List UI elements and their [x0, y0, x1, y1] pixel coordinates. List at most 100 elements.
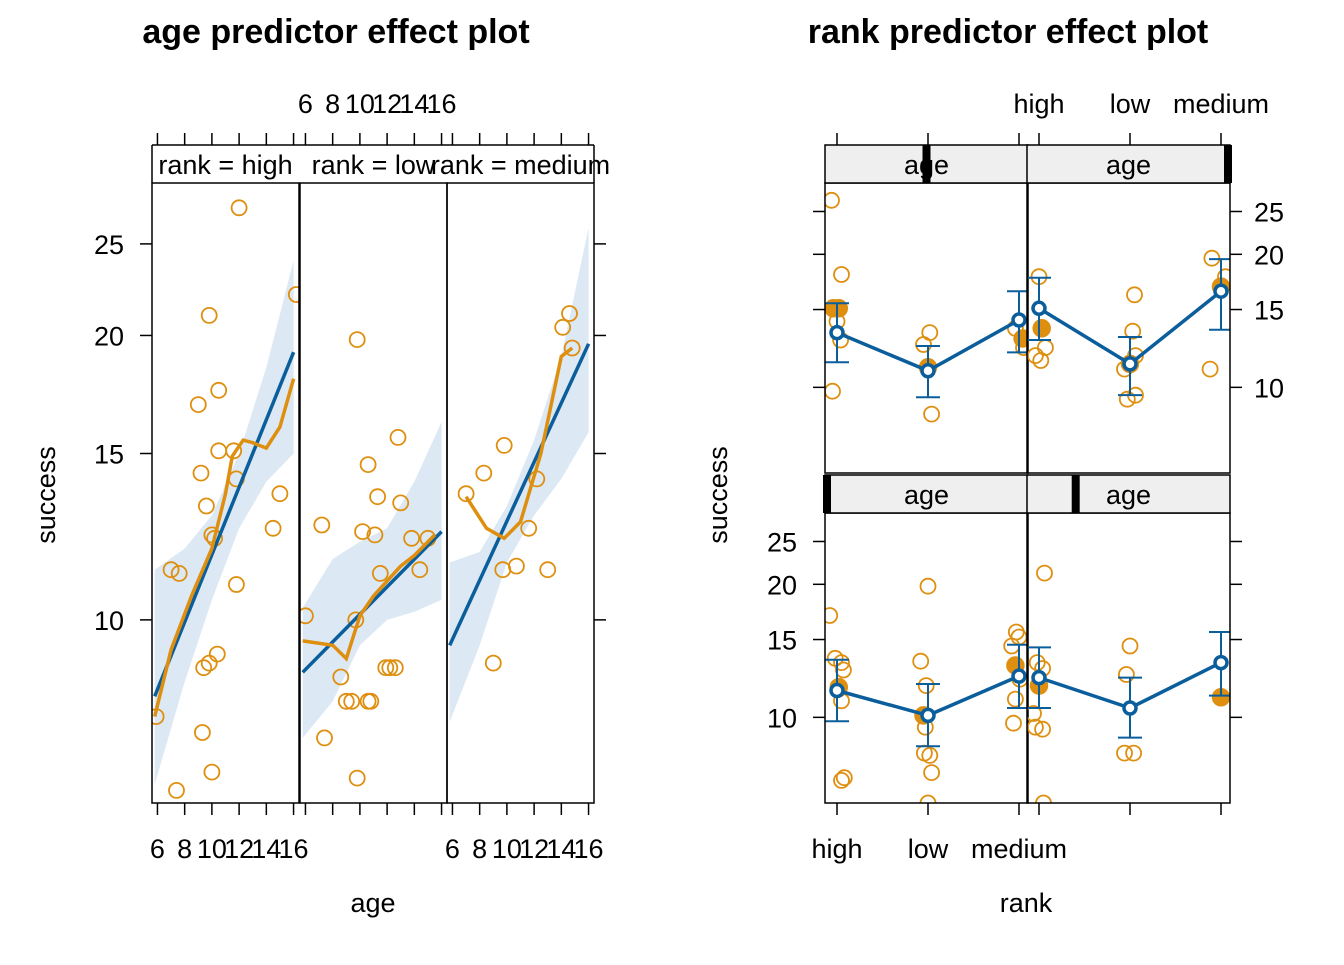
rank-x-tick-label: high — [811, 834, 862, 864]
partial-residual-point — [1201, 360, 1219, 378]
partial-residual-point — [343, 692, 361, 710]
age-x-tick-label: 12 — [519, 834, 549, 864]
partial-residual-point — [313, 516, 331, 534]
age-x-tick-label-top: 14 — [399, 89, 429, 119]
age-panel-frame — [151, 182, 300, 804]
partial-residual-point — [1027, 347, 1044, 365]
partial-residual-point — [1034, 720, 1051, 738]
partial-residual-point — [271, 485, 289, 503]
age-level-marker — [1224, 145, 1232, 183]
partial-residual-point — [833, 654, 850, 671]
partial-residual-point — [300, 607, 314, 625]
partial-residual-point — [371, 565, 389, 582]
partial-residual-mean — [1013, 329, 1028, 348]
age-fitted-line — [448, 343, 591, 647]
partial-residual-point — [354, 523, 372, 540]
partial-residual-point — [554, 318, 572, 336]
age-y-tick-label: 10 — [94, 606, 124, 636]
age-x-tick-label-top: 16 — [427, 89, 457, 119]
partial-residual-point — [264, 519, 282, 537]
age-y-tick-label: 25 — [94, 230, 124, 260]
partial-residual-point — [917, 677, 935, 694]
partial-residual-point — [389, 428, 407, 446]
rank-effect-point — [1213, 283, 1229, 299]
partial-residual-point — [197, 497, 215, 515]
partial-residual-point — [195, 659, 213, 677]
partial-residual-point — [192, 464, 210, 482]
age-x-tick-label: 8 — [177, 834, 192, 864]
age-x-tick-label: 12 — [224, 834, 254, 864]
partial-residual-point — [1007, 690, 1024, 708]
partial-residual-point — [1027, 705, 1042, 722]
rank-y-tick-label: 25 — [1254, 197, 1284, 227]
partial-residual-point — [316, 729, 333, 747]
rank-effect-point — [920, 363, 936, 379]
partial-residual-point — [833, 772, 850, 789]
rank-y-tick-label: 25 — [767, 527, 797, 557]
rank-effect-point — [920, 707, 936, 724]
age-x-tick-label: 16 — [574, 834, 604, 864]
rank-y-tick-label: 15 — [767, 626, 797, 656]
age-x-tick-label: 16 — [279, 834, 309, 864]
rank-panel-strip — [1026, 144, 1231, 184]
partial-residual-point — [495, 436, 513, 454]
age-level-marker — [823, 475, 831, 513]
partial-residual-point — [208, 645, 226, 663]
rank-y-tick-label: 15 — [1254, 296, 1284, 326]
rank-effect-point — [829, 682, 845, 699]
age-y-tick-label: 20 — [94, 321, 124, 351]
partial-residual-point — [392, 494, 410, 512]
rank-panel-strip-label: age — [1106, 150, 1151, 180]
age-x-tick-label: 8 — [472, 834, 487, 864]
rank-x-tick-label: low — [908, 834, 949, 864]
partial-residual-point — [1124, 322, 1142, 340]
age-level-marker — [1071, 475, 1080, 513]
rank-plot-title: rank predictor effect plot — [808, 13, 1209, 51]
rank-x-tick-label: medium — [971, 834, 1067, 864]
age-fitted-line — [153, 351, 296, 697]
partial-residual-point — [203, 763, 221, 781]
partial-residual-point — [457, 485, 475, 503]
partial-residual-point — [563, 339, 581, 357]
partial-residual-point — [1036, 564, 1053, 582]
age-confidence-band — [302, 421, 442, 738]
partial-residual-point — [1125, 744, 1142, 762]
rank-effect-point — [1011, 668, 1027, 684]
partial-residual-point — [921, 324, 939, 342]
partial-residual-point — [923, 764, 940, 781]
age-panel-frame — [446, 182, 595, 804]
age-plot-title: age predictor effect plot — [142, 13, 529, 51]
age-confidence-band — [449, 227, 589, 722]
partial-residual-point — [411, 561, 429, 579]
rank-effect-point — [1213, 654, 1229, 671]
partial-residual-point — [337, 692, 355, 710]
age-plot-xlabel: age — [350, 888, 395, 918]
partial-residual-point — [168, 782, 185, 799]
age-smoothed-residual-line — [464, 346, 574, 541]
partial-residual-point — [366, 526, 384, 544]
age-plot-ylabel: success — [31, 446, 61, 544]
age-x-tick-label: 6 — [150, 834, 165, 864]
rank-x-tick-label-top: high — [1013, 89, 1064, 119]
age-panel-1-data — [300, 331, 443, 787]
partial-residual-point — [210, 381, 228, 399]
partial-residual-point — [348, 331, 366, 349]
partial-residual-point — [539, 561, 557, 579]
age-panel-strip-label: rank = high — [158, 150, 292, 180]
partial-residual-point — [403, 529, 421, 547]
rank-panel-strip-label: age — [904, 480, 949, 510]
partial-residual-point — [1032, 352, 1050, 369]
rank-panel-strip-label: age — [1106, 480, 1151, 510]
rank-panel-frame — [1026, 182, 1231, 474]
age-x-tick-label-top: 10 — [345, 89, 375, 119]
rank-effect-point — [1122, 356, 1138, 372]
rank-panel-3-data — [1027, 564, 1230, 803]
partial-residual-point — [1116, 744, 1133, 762]
partial-residual-point — [475, 464, 493, 482]
age-smoothed-residual-line — [302, 533, 437, 662]
rank-effect-point — [829, 324, 845, 341]
partial-residual-point — [1005, 714, 1022, 732]
partial-residual-point — [1027, 718, 1044, 736]
